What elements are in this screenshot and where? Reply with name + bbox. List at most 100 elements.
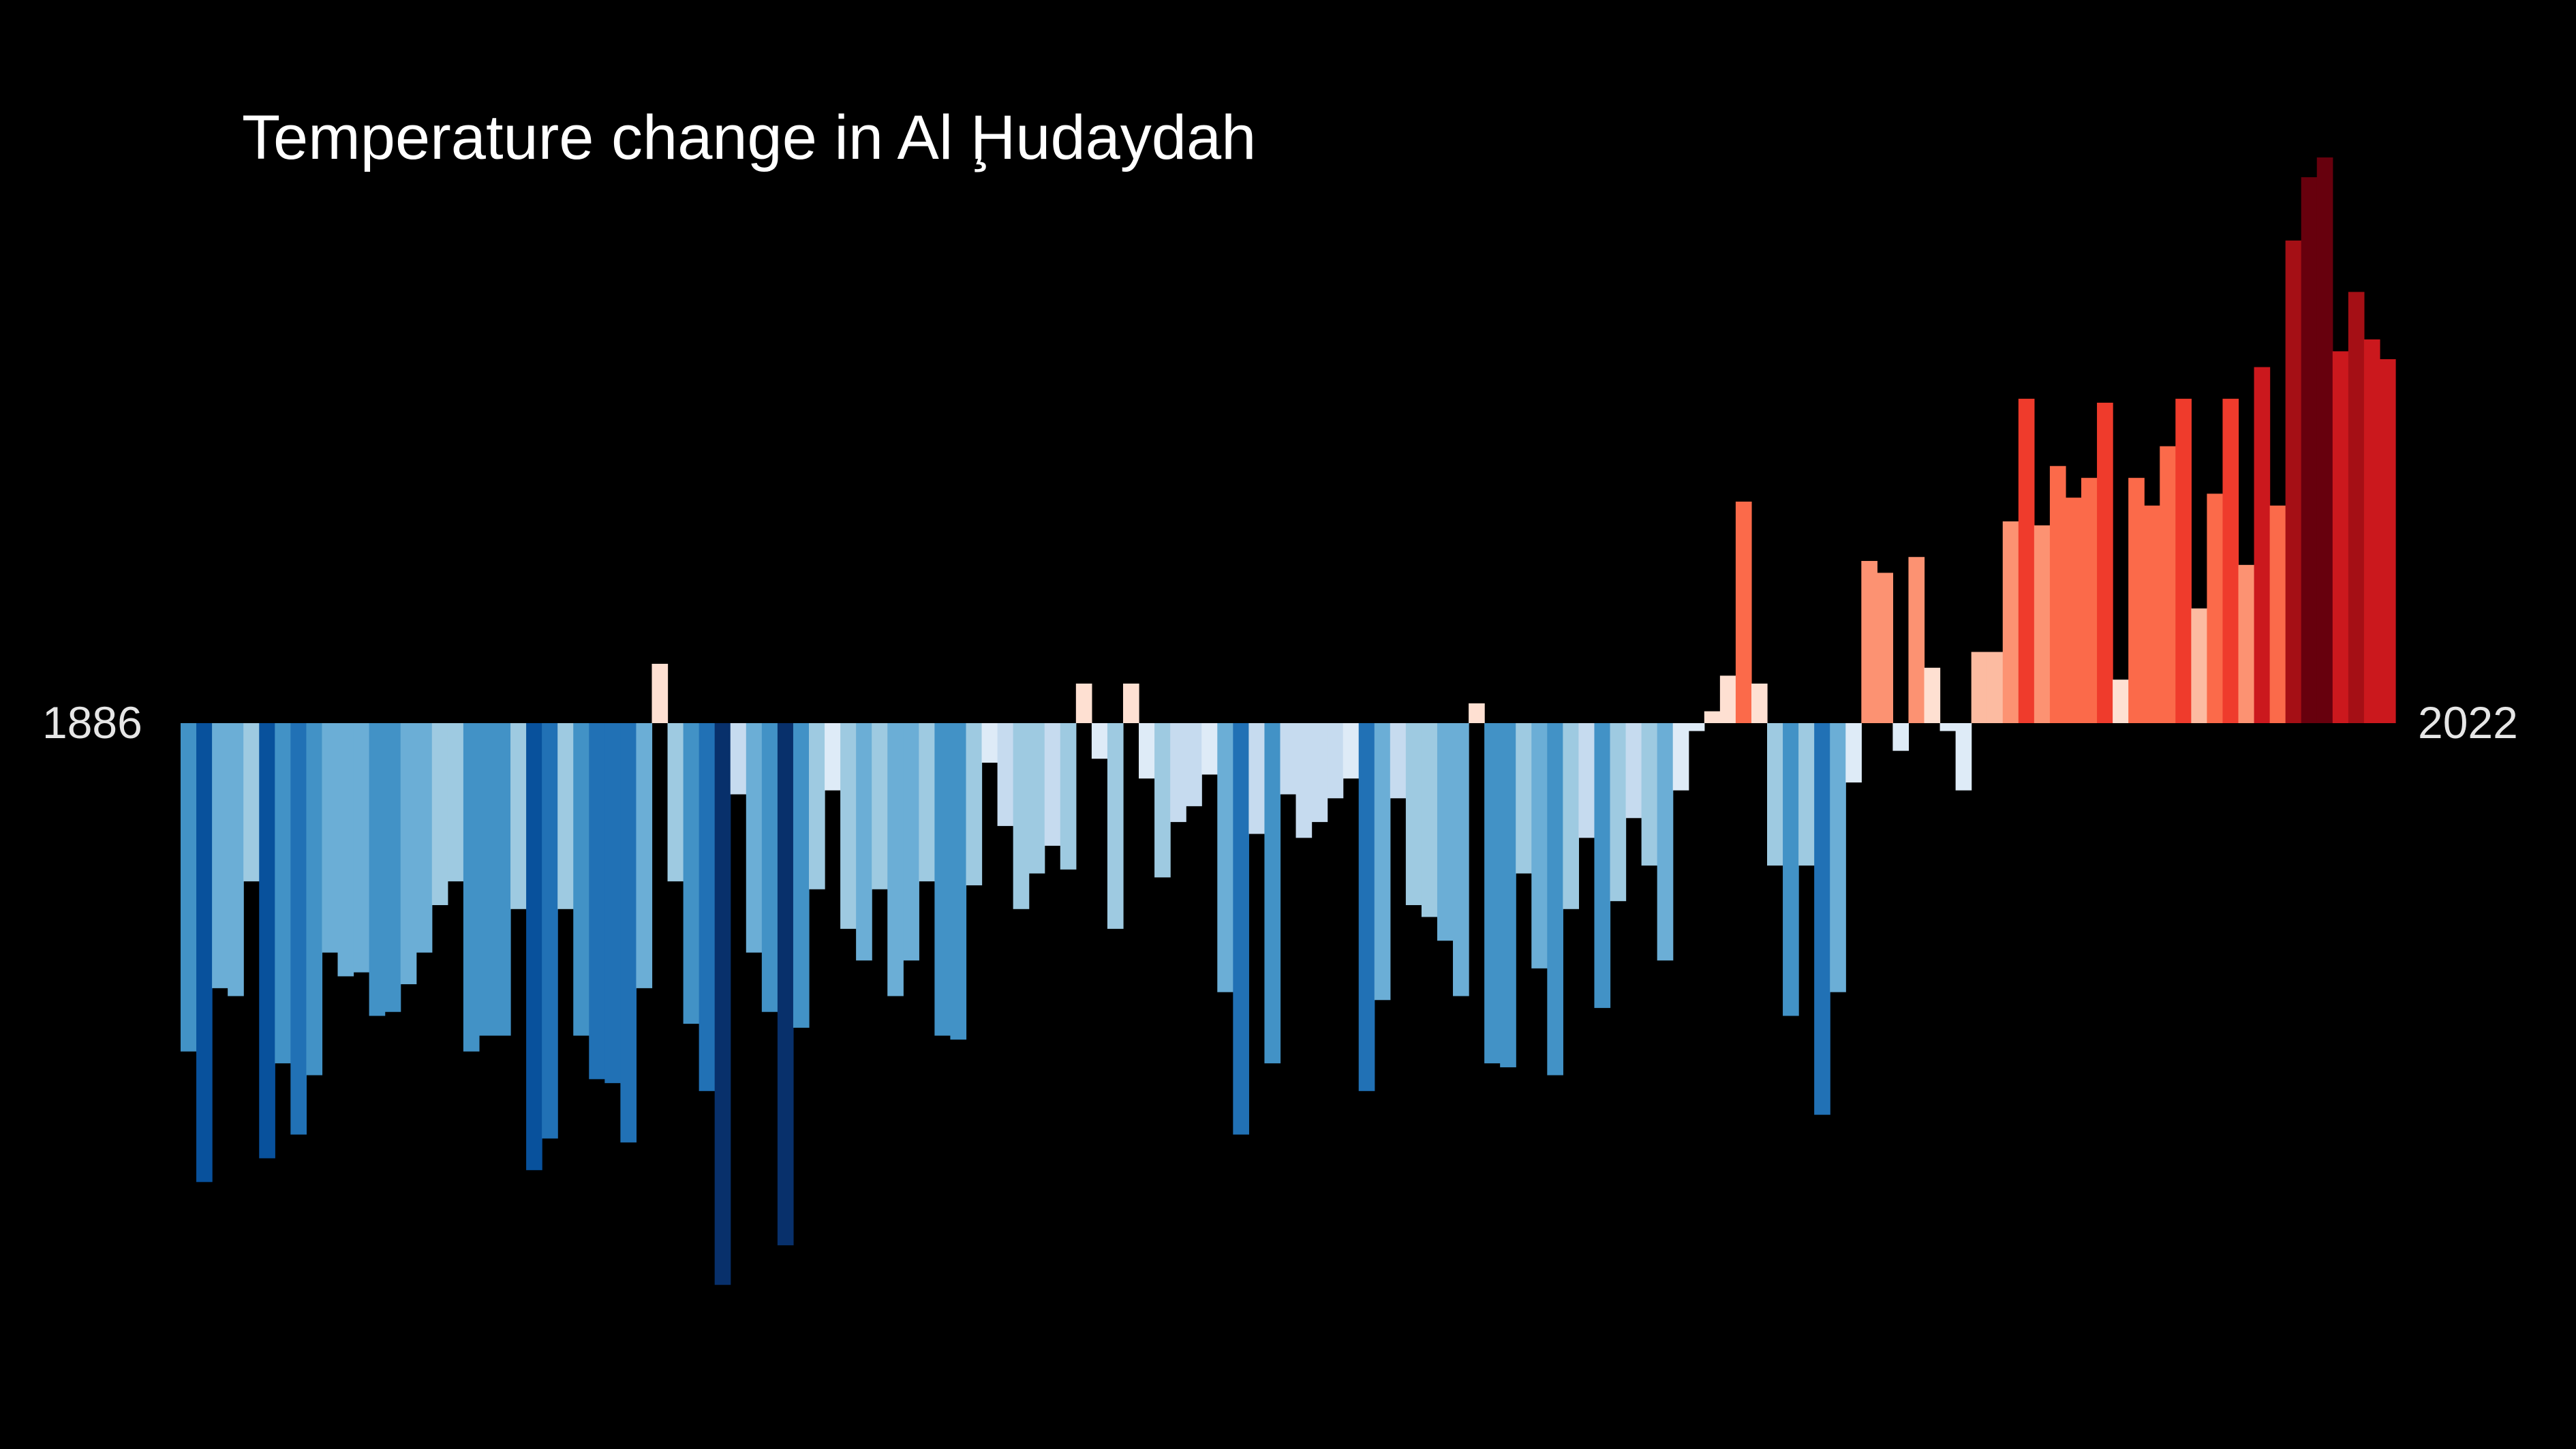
bar-1928 xyxy=(840,723,857,929)
bar-1920 xyxy=(714,723,731,1285)
bar-1973 xyxy=(1547,723,1563,1076)
bar-1939 xyxy=(1013,723,1030,909)
bar-1887 xyxy=(196,723,213,1183)
bar-1962 xyxy=(1374,723,1391,1001)
bar-1997 xyxy=(1924,667,1941,723)
bar-2020 xyxy=(2285,240,2302,723)
bar-1988 xyxy=(1783,723,1799,1016)
bar-2008 xyxy=(2097,402,2113,723)
bar-1992 xyxy=(1845,723,1862,783)
bar-1898 xyxy=(369,723,386,1016)
bar-1903 xyxy=(447,723,464,882)
bar-1984 xyxy=(1719,675,1736,723)
bar-1950 xyxy=(1186,723,1202,806)
bar-1902 xyxy=(431,723,448,905)
bar-2019 xyxy=(2269,505,2286,723)
bar-2001 xyxy=(1987,652,2004,723)
bar-1958 xyxy=(1311,723,1328,823)
bar-1959 xyxy=(1327,723,1344,799)
bar-1975 xyxy=(1578,723,1595,838)
bar-2010 xyxy=(2128,478,2145,723)
bar-1967 xyxy=(1453,723,1469,996)
bar-1931 xyxy=(887,723,904,996)
bar-1951 xyxy=(1201,723,1218,775)
bar-1986 xyxy=(1751,683,1768,723)
bar-1888 xyxy=(212,723,228,988)
bar-1918 xyxy=(683,723,700,1024)
bar-1893 xyxy=(290,723,307,1135)
bar-1949 xyxy=(1170,723,1186,823)
bar-1909 xyxy=(542,723,558,1139)
bar-1921 xyxy=(730,723,747,795)
bar-1966 xyxy=(1437,723,1454,941)
bar-1914 xyxy=(620,723,637,1143)
bar-1904 xyxy=(463,723,480,1052)
bars-group xyxy=(181,157,2396,1285)
bar-1968 xyxy=(1469,703,1485,723)
bar-1892 xyxy=(275,723,291,1064)
bar-1910 xyxy=(557,723,574,909)
bar-1993 xyxy=(1861,561,1877,723)
bar-1998 xyxy=(1939,723,1957,731)
bar-1985 xyxy=(1735,501,1752,723)
bar-1952 xyxy=(1217,723,1233,992)
bar-2000 xyxy=(1971,652,1988,723)
bar-2013 xyxy=(2175,399,2192,723)
bar-1933 xyxy=(919,723,935,882)
bar-2003 xyxy=(2018,399,2035,723)
bar-2017 xyxy=(2238,564,2255,723)
bar-2016 xyxy=(2222,399,2239,723)
bar-1964 xyxy=(1405,723,1422,905)
bar-1976 xyxy=(1594,723,1611,1008)
bar-2002 xyxy=(2002,521,2019,723)
bar-1983 xyxy=(1704,711,1721,723)
bar-1935 xyxy=(950,723,967,1040)
bar-1940 xyxy=(1028,723,1045,874)
bar-1965 xyxy=(1421,723,1438,917)
bar-1911 xyxy=(573,723,589,1036)
bar-1897 xyxy=(353,723,370,973)
bar-1890 xyxy=(243,723,260,882)
bar-1901 xyxy=(416,723,433,953)
bar-1981 xyxy=(1672,723,1689,791)
bar-1941 xyxy=(1044,723,1061,846)
bar-1894 xyxy=(306,723,323,1076)
bar-1930 xyxy=(872,723,888,889)
bar-1946 xyxy=(1122,683,1139,723)
bar-1994 xyxy=(1877,573,1894,723)
bar-2025 xyxy=(2363,339,2380,723)
bar-1989 xyxy=(1798,723,1815,866)
bar-1923 xyxy=(761,723,778,1012)
bar-1925 xyxy=(793,723,810,1028)
bar-1934 xyxy=(934,723,951,1036)
bar-1938 xyxy=(997,723,1014,826)
bar-1987 xyxy=(1767,723,1783,866)
bar-2007 xyxy=(2081,478,2098,723)
start-year-label: 1886 xyxy=(42,697,142,748)
bar-1990 xyxy=(1814,723,1830,1115)
bar-1937 xyxy=(981,723,998,763)
bar-1956 xyxy=(1280,723,1297,795)
bar-1960 xyxy=(1343,723,1360,779)
bar-1926 xyxy=(808,723,825,889)
bar-1963 xyxy=(1390,723,1407,799)
bar-2006 xyxy=(2065,498,2082,723)
bar-1996 xyxy=(1908,557,1925,723)
bar-2009 xyxy=(2113,680,2129,723)
chart-title: Temperature change in Al Ḩudaydah xyxy=(242,103,1257,172)
bar-2014 xyxy=(2191,608,2207,723)
end-year-label: 2022 xyxy=(2418,697,2518,748)
bar-1929 xyxy=(856,723,872,961)
bar-1916 xyxy=(651,663,669,723)
bar-1974 xyxy=(1563,723,1580,909)
bar-1891 xyxy=(259,723,275,1159)
bar-1889 xyxy=(228,723,244,996)
bar-1944 xyxy=(1091,723,1108,759)
bar-1955 xyxy=(1264,723,1281,1064)
bar-1924 xyxy=(777,723,794,1246)
bar-1900 xyxy=(400,723,417,985)
bar-1917 xyxy=(667,723,684,882)
bar-1970 xyxy=(1500,723,1516,1067)
